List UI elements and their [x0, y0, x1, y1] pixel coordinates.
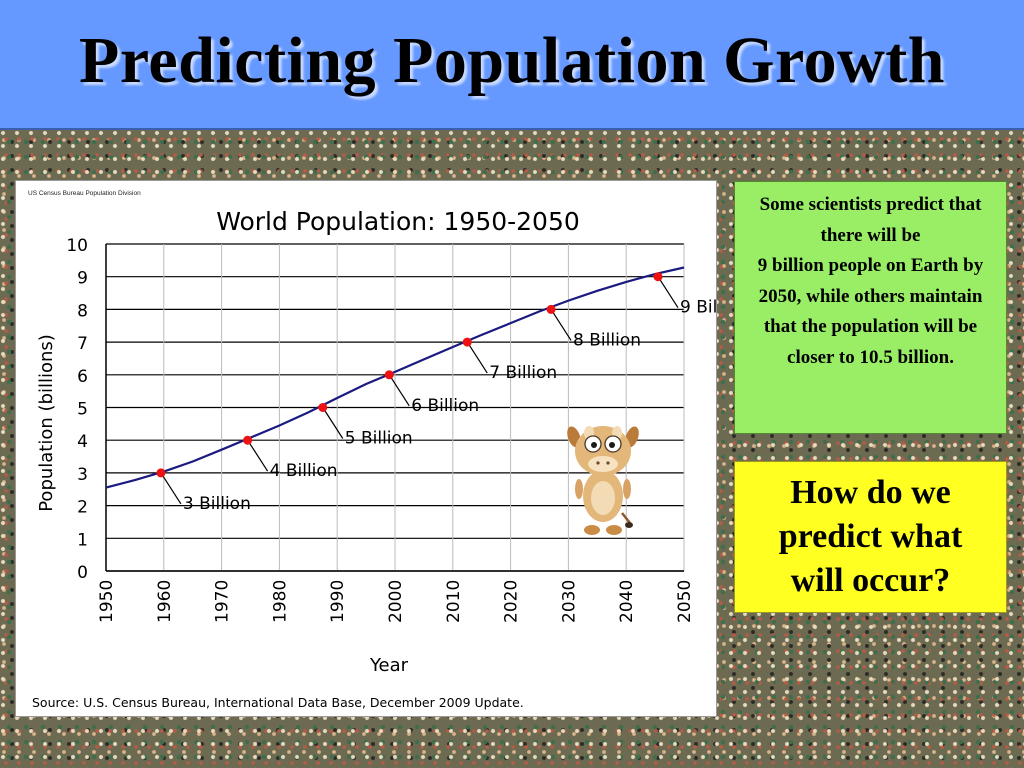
x-tick-label: 1960	[155, 580, 175, 623]
milestone-marker	[318, 403, 328, 412]
milestone-marker	[156, 468, 166, 478]
x-tick-label: 1970	[213, 580, 233, 623]
y-tick-label: 1	[77, 530, 88, 550]
y-axis-label: Population (billions)	[36, 334, 57, 512]
chart-top-note: US Census Bureau Population Division	[28, 190, 141, 197]
milestone-marker	[546, 304, 556, 314]
x-axis-label: Year	[369, 655, 409, 676]
milestone-leader-line	[249, 442, 269, 472]
y-tick-label: 8	[77, 301, 88, 321]
chart-source: Source: U.S. Census Bureau, Internationa…	[32, 695, 524, 710]
chart-title: World Population: 1950-2050	[216, 207, 580, 236]
chart-series	[105, 266, 685, 489]
chart-markers	[156, 272, 663, 478]
milestone-leader-line	[324, 410, 344, 439]
x-tick-label: 2040	[617, 580, 637, 623]
title-bar: Predicting Population Growth	[0, 0, 1024, 130]
question-box: How do we predict what will occur?	[734, 461, 1007, 613]
x-tick-label: 1950	[97, 580, 117, 623]
milestone-label: 9 Billion	[680, 298, 716, 318]
milestone-label: 5 Billion	[345, 429, 413, 449]
milestone-label: 3 Billion	[183, 494, 251, 514]
info-text: Some scientists predict that there will …	[757, 194, 984, 368]
milestone-label: 7 Billion	[489, 363, 557, 383]
milestone-leader-line	[659, 279, 679, 309]
x-tick-label: 1990	[328, 580, 348, 623]
milestone-marker	[653, 272, 663, 282]
milestone-leader-line	[390, 377, 410, 407]
x-tick-label: 2020	[502, 580, 522, 623]
milestone-leader-line	[162, 475, 182, 505]
chart-grid	[105, 243, 685, 572]
milestone-label: 6 Billion	[411, 396, 479, 416]
milestone-label: 4 Billion	[270, 461, 338, 481]
milestone-leader-line	[552, 312, 572, 341]
y-tick-label: 7	[77, 334, 88, 354]
milestone-label: 8 Billion	[573, 330, 641, 350]
population-series-line	[105, 266, 685, 489]
population-chart: US Census Bureau Population Division Wor…	[28, 190, 716, 710]
info-box: Some scientists predict that there will …	[734, 181, 1007, 434]
x-tick-label: 2030	[559, 580, 579, 623]
y-tick-label: 0	[77, 563, 88, 583]
y-tick-label: 5	[77, 400, 88, 420]
x-tick-label: 1980	[270, 580, 290, 623]
population-chart-panel: US Census Bureau Population Division Wor…	[15, 180, 717, 717]
y-tick-label: 2	[77, 498, 88, 518]
milestone-marker	[384, 370, 394, 380]
question-text: How do we predict what will occur?	[778, 474, 963, 599]
x-tick-label: 2010	[444, 580, 464, 623]
chart-milestone-labels: 3 Billion 4 Billion 5 Billion 6 Billion 7 Bi…	[162, 279, 716, 514]
milestone-marker	[462, 337, 472, 347]
y-tick-label: 9	[77, 269, 88, 289]
slide-title: Predicting Population Growth	[79, 24, 945, 97]
cartoon-cow-icon	[567, 426, 639, 535]
chart-axes: 0 1 2 3 4 5 6 7 8 9 10 1950 1960 1970 1980 1990 2000 2010…	[66, 236, 695, 623]
y-tick-label: 10	[66, 236, 88, 256]
milestone-leader-line	[468, 344, 488, 374]
y-tick-label: 6	[77, 367, 88, 387]
x-tick-label: 2000	[386, 580, 406, 623]
y-tick-label: 3	[77, 465, 88, 485]
y-tick-label: 4	[77, 432, 88, 452]
x-tick-label: 2050	[675, 580, 695, 623]
milestone-marker	[243, 435, 253, 445]
